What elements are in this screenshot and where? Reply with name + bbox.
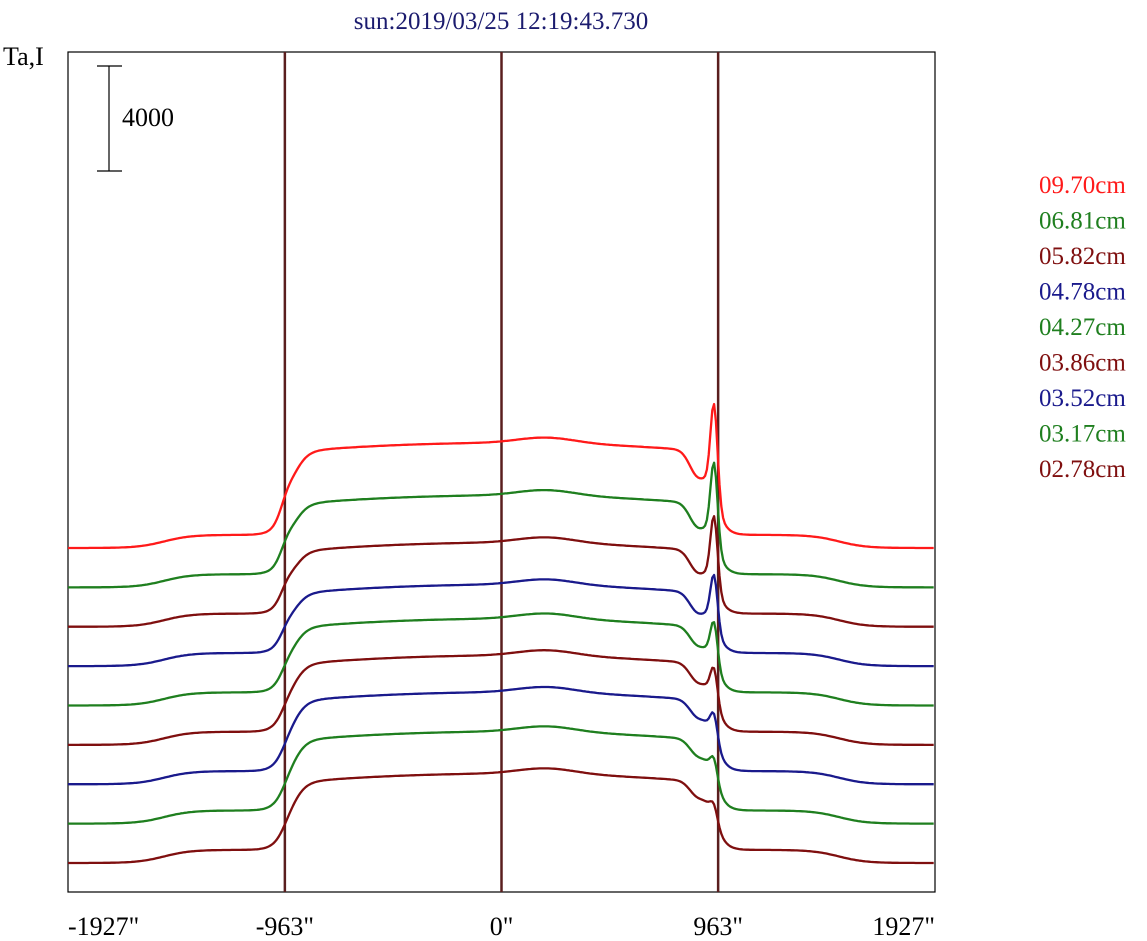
x-tick-labels: -1927" -963" 0" 963" 1927" (68, 912, 935, 941)
chart-title: sun:2019/03/25 12:19:43.730 (354, 8, 648, 35)
legend-entry-09.70cm: 09.70cm (1039, 172, 1126, 199)
legend-entry-04.27cm: 04.27cm (1039, 314, 1126, 341)
legend-entry-02.78cm: 02.78cm (1039, 456, 1126, 483)
series-lines (68, 402, 934, 865)
legend-entry-05.82cm: 05.82cm (1039, 243, 1126, 270)
series-line-03.86cm (68, 649, 934, 747)
x-tick-label-4: 1927" (872, 912, 935, 941)
x-tick-label-3: 963" (693, 912, 743, 941)
legend: 09.70cm 06.81cm 05.82cm 04.78cm 04.27cm 03.86… (1039, 172, 1126, 483)
legend-entry-03.17cm: 03.17cm (1039, 421, 1126, 448)
legend-entry-06.81cm: 06.81cm (1039, 208, 1126, 235)
series-line-06.81cm (68, 461, 934, 589)
series-line-03.52cm (68, 685, 934, 786)
legend-entry-03.52cm: 03.52cm (1039, 385, 1126, 412)
vertical-markers (283, 52, 720, 892)
series-line-03.17cm (68, 725, 934, 825)
x-tick-label-1: -963" (256, 912, 314, 941)
x-tick-label-0: -1927" (68, 912, 139, 941)
series-line-09.70cm (68, 402, 934, 550)
series-line-04.78cm (68, 573, 934, 668)
x-tick-label-2: 0" (490, 912, 514, 941)
y-axis-label: Ta,I (3, 42, 44, 71)
scale-bar: 4000 (97, 65, 174, 172)
series-line-02.78cm (68, 767, 934, 865)
series-line-04.27cm (68, 612, 934, 707)
series-line-05.82cm (68, 515, 934, 628)
legend-entry-04.78cm: 04.78cm (1039, 279, 1126, 306)
legend-entry-03.86cm: 03.86cm (1039, 350, 1126, 377)
scale-bar-label: 4000 (122, 103, 174, 132)
